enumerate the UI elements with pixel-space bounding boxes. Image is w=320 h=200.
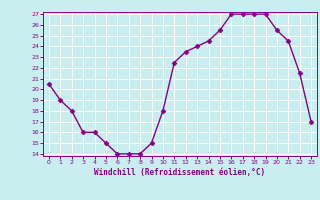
X-axis label: Windchill (Refroidissement éolien,°C): Windchill (Refroidissement éolien,°C) <box>94 168 266 177</box>
